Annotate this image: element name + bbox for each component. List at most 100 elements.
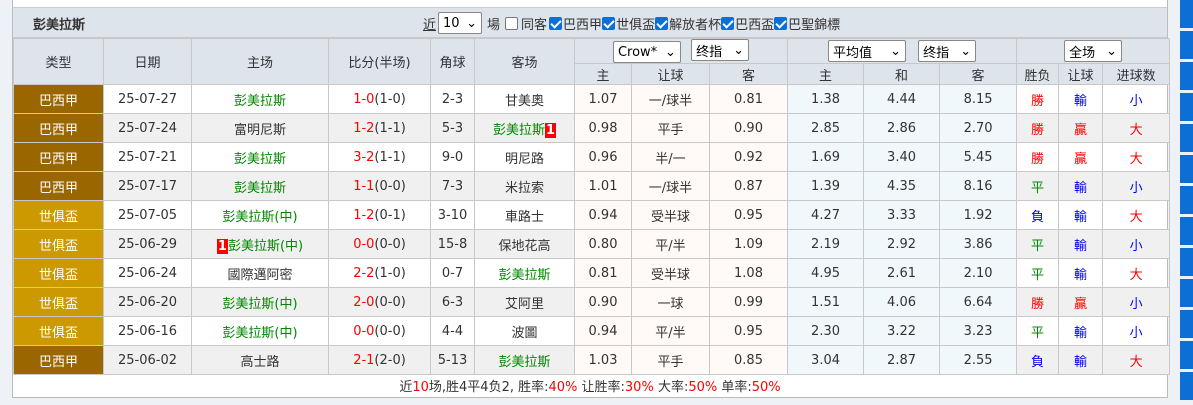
subheader-cell: 进球数 <box>1102 63 1171 85</box>
home-cell[interactable]: 國際邁阿密 <box>191 258 329 288</box>
home-cell[interactable]: 富明尼斯 <box>191 113 329 143</box>
scroll-segment[interactable] <box>1180 279 1193 307</box>
league-cell[interactable]: 世俱盃 <box>13 316 104 346</box>
league-checkbox[interactable] <box>549 16 563 30</box>
score-cell[interactable]: 0-0(0-0) <box>328 316 431 346</box>
league-checkbox[interactable] <box>721 16 735 30</box>
home-cell[interactable]: 彭美拉斯 <box>191 84 329 114</box>
side-scrollbar[interactable] <box>1180 0 1193 405</box>
away-cell[interactable]: 彭美拉斯1 <box>474 113 575 143</box>
scroll-segment[interactable] <box>1180 93 1193 121</box>
company-select[interactable]: Crow* ⌄ <box>612 41 681 63</box>
away-team: 米拉索 <box>504 180 544 196</box>
away-cell[interactable]: 車路士 <box>474 200 575 230</box>
half-time-score: (0-0) <box>374 236 406 252</box>
away-cell[interactable]: 彭美拉斯 <box>474 258 575 288</box>
odds-cell: 6.64 <box>939 287 1018 317</box>
half-time-score: (2-0) <box>374 352 406 368</box>
odds-kind-select-2[interactable]: 终指 ⌄ <box>918 40 977 62</box>
odds-cell: 4.35 <box>863 171 941 201</box>
col-corner: 角球 <box>430 38 475 85</box>
home-cell[interactable]: 1彭美拉斯(中) <box>191 229 329 259</box>
league-cell[interactable]: 巴西甲 <box>13 142 104 172</box>
score-cell[interactable]: 3-2(1-1) <box>328 142 431 172</box>
result-cell: 輸 <box>1058 345 1104 375</box>
away-cell[interactable]: 甘美奧 <box>474 84 575 114</box>
subheader-cell: 主 <box>787 63 865 85</box>
full-time-score: 0-0 <box>353 323 375 339</box>
away-cell[interactable]: 彭美拉斯 <box>474 345 575 375</box>
league-label: 巴聖錦標 <box>788 17 841 33</box>
odds-cell: 3.40 <box>863 142 941 172</box>
result-cell: 勝 <box>1016 287 1060 317</box>
period-select[interactable]: 全场 ⌄ <box>1064 40 1123 62</box>
home-cell[interactable]: 高士路 <box>191 345 329 375</box>
home-cell[interactable]: 彭美拉斯(中) <box>191 316 329 346</box>
scroll-segment[interactable] <box>1180 186 1193 214</box>
league-name: 巴西甲 <box>38 122 78 138</box>
average-select[interactable]: 平均值 ⌄ <box>827 40 906 62</box>
score-cell[interactable]: 1-1(0-0) <box>328 171 431 201</box>
scroll-segment[interactable] <box>1180 62 1193 90</box>
scroll-segment[interactable] <box>1180 341 1193 369</box>
odds-cell: 3.23 <box>939 316 1018 346</box>
table-row: 巴西甲 25-07-21 彭美拉斯 3-2(1-1) 9-0 明尼路 0.96 半/… <box>13 142 1171 172</box>
scroll-segment[interactable] <box>1180 310 1193 338</box>
scroll-segment[interactable] <box>1180 0 1193 28</box>
score-cell[interactable]: 1-0(1-0) <box>328 84 431 114</box>
home-cell[interactable]: 彭美拉斯 <box>191 171 329 201</box>
date-cell: 25-06-16 <box>103 316 192 346</box>
away-team: 車路士 <box>504 209 544 225</box>
league-cell[interactable]: 世俱盃 <box>13 287 104 317</box>
odds-kind-select-1[interactable]: 终指 ⌄ <box>691 39 750 61</box>
result-cell: 大 <box>1102 113 1171 143</box>
odds-cell: 3.04 <box>787 345 865 375</box>
score-cell[interactable]: 0-0(0-0) <box>328 229 431 259</box>
match-count-select[interactable]: 10 ⌄ <box>438 12 483 34</box>
scroll-segment[interactable] <box>1180 217 1193 245</box>
score-cell[interactable]: 2-0(0-0) <box>328 287 431 317</box>
chevron-down-icon: ⌄ <box>1106 43 1118 59</box>
odds-cell: 1.69 <box>787 142 865 172</box>
odds-cell: 1.07 <box>574 84 632 114</box>
half-time-score: (0-1) <box>374 207 406 223</box>
league-cell[interactable]: 巴西甲 <box>13 113 104 143</box>
same-away-checkbox[interactable] <box>505 16 519 30</box>
league-cell[interactable]: 巴西甲 <box>13 171 104 201</box>
home-cell[interactable]: 彭美拉斯(中) <box>191 287 329 317</box>
scroll-segment[interactable] <box>1180 31 1193 59</box>
league-cell[interactable]: 世俱盃 <box>13 229 104 259</box>
home-cell[interactable]: 彭美拉斯 <box>191 142 329 172</box>
home-cell[interactable]: 彭美拉斯(中) <box>191 200 329 230</box>
league-checkbox[interactable] <box>774 16 788 30</box>
league-cell[interactable]: 世俱盃 <box>13 258 104 288</box>
odds-cell: 0.94 <box>574 316 632 346</box>
scroll-segment[interactable] <box>1180 372 1193 400</box>
scroll-segment[interactable] <box>1180 124 1193 152</box>
league-name: 世俱盃 <box>38 325 78 341</box>
summary-text: 近 <box>399 380 413 395</box>
score-cell[interactable]: 2-1(2-0) <box>328 345 431 375</box>
table-row: 世俱盃 25-06-16 彭美拉斯(中) 0-0(0-0) 4-4 波圖 0.94… <box>13 316 1171 346</box>
score-cell[interactable]: 1-2(0-1) <box>328 200 431 230</box>
away-cell[interactable]: 明尼路 <box>474 142 575 172</box>
score-cell[interactable]: 1-2(1-1) <box>328 113 431 143</box>
away-team: 彭美拉斯 <box>498 267 551 283</box>
away-cell[interactable]: 保地花高 <box>474 229 575 259</box>
league-cell[interactable]: 巴西甲 <box>13 345 104 375</box>
result-cell: 負 <box>1016 200 1060 230</box>
corner-cell: 5-13 <box>430 345 475 375</box>
league-cell[interactable]: 巴西甲 <box>13 84 104 114</box>
league-checkbox[interactable] <box>602 16 616 30</box>
score-cell[interactable]: 2-2(1-0) <box>328 258 431 288</box>
date-cell: 25-06-20 <box>103 287 192 317</box>
away-cell[interactable]: 波圖 <box>474 316 575 346</box>
league-label: 解放者杯 <box>669 17 722 33</box>
summary-text: 场,胜4平4负2, 胜率: <box>428 380 549 395</box>
scroll-segment[interactable] <box>1180 155 1193 183</box>
away-cell[interactable]: 米拉索 <box>474 171 575 201</box>
league-cell[interactable]: 世俱盃 <box>13 200 104 230</box>
scroll-segment[interactable] <box>1180 248 1193 276</box>
away-cell[interactable]: 艾阿里 <box>474 287 575 317</box>
league-checkbox[interactable] <box>655 16 669 30</box>
